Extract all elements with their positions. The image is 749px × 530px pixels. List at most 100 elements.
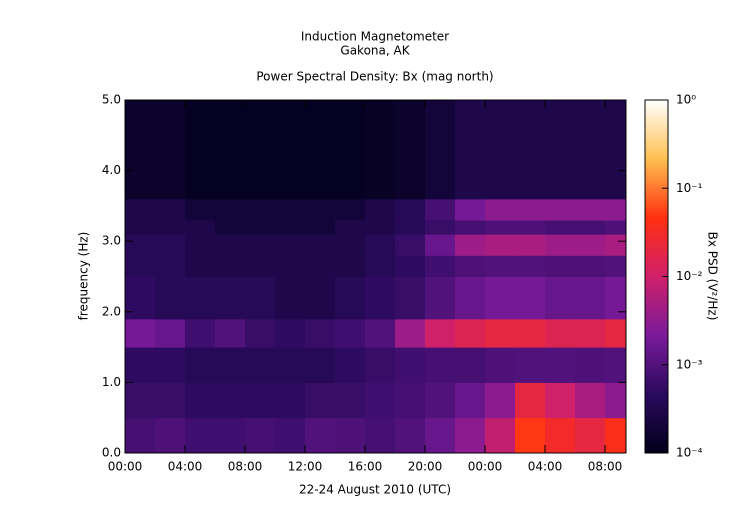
heatmap-cell [275,318,306,348]
heatmap-cell [605,255,626,277]
heatmap-cell [155,100,186,200]
heatmap-cell [335,220,366,235]
y-axis-label: frequency (Hz) [77,232,91,321]
x-tick-label: 08:00 [588,460,623,474]
heatmap-cell [305,318,336,348]
x-tick-label: 04:00 [168,460,203,474]
heatmap-cell [575,276,606,320]
heatmap-cell [125,100,156,200]
heatmap-cell [575,347,606,383]
heatmap-cell [425,347,456,383]
x-axis-label: 22-24 August 2010 (UTC) [299,483,451,497]
heatmap-cell [605,318,626,348]
heatmap-cell [395,276,426,320]
heatmap-cell [155,417,186,453]
colorbar-tick-label: 10⁰ [676,93,696,107]
heatmap-cell [395,220,426,235]
heatmap-cell [425,198,456,221]
heatmap-cell [455,198,486,221]
heatmap-cell [125,382,156,419]
heatmap-cell [515,347,546,383]
x-tick-label: 20:00 [408,460,443,474]
heatmap-cell [245,318,276,348]
heatmap-cell [125,417,156,453]
heatmap-cell [335,234,366,256]
y-tick-label: 3.0 [102,234,121,248]
heatmap-cell [215,318,246,348]
heatmap-cell [575,417,606,453]
chart-subtitle: Gakona, AK [340,44,410,58]
heatmap-cell [215,100,246,200]
heatmap-cell [605,382,626,419]
heatmap-cell [125,198,156,221]
heatmap-cell [335,255,366,277]
x-tick-label: 04:00 [528,460,563,474]
heatmap-cell [335,417,366,453]
heatmap-cell [425,417,456,453]
heatmap-cell [185,220,216,235]
heatmap-cell [575,198,606,221]
heatmap-cell [245,255,276,277]
heatmap-cell [395,198,426,221]
heatmap-cell [305,255,336,277]
heatmap-cell [335,276,366,320]
heatmap-cell [575,234,606,256]
heatmap-cell [605,198,626,221]
colorbar-tick-label: 10⁻⁴ [676,446,703,460]
heatmap-cell [125,255,156,277]
heatmap-cell [485,347,516,383]
heatmap-cell [185,276,216,320]
heatmap-cell [425,100,456,200]
heatmap-cell [485,220,516,235]
heatmap-cell [215,234,246,256]
heatmap-cell [365,318,396,348]
heatmap-cell [155,255,186,277]
heatmap-cell [485,255,516,277]
heatmap-cell [275,255,306,277]
heatmap-cell [605,276,626,320]
heatmap-cell [155,276,186,320]
heatmap-cell [365,347,396,383]
heatmap-cell [335,100,366,200]
heatmap-cell [275,347,306,383]
heatmap-cell [245,100,276,200]
heatmap-cell [425,318,456,348]
heatmap-cell [365,220,396,235]
heatmap-cell [455,255,486,277]
heatmap-cell [395,255,426,277]
heatmap-cell [425,382,456,419]
heatmap-cell [425,234,456,256]
heatmap-cell [455,100,486,200]
chart-subtitle: Power Spectral Density: Bx (mag north) [256,70,493,84]
heatmap-cell [155,347,186,383]
heatmap-cell [545,234,576,256]
heatmap-cell [185,100,216,200]
heatmap-cell [515,417,546,453]
heatmap-cell [605,417,626,453]
x-tick-label: 00:00 [468,460,503,474]
heatmap-cell [185,318,216,348]
heatmap-cell [365,276,396,320]
heatmap-cell [545,276,576,320]
heatmap-cell [395,318,426,348]
heatmap-cell [275,198,306,221]
heatmap-cell [335,318,366,348]
heatmap-cell [515,100,546,200]
heatmap-cell [125,234,156,256]
heatmap-cell [305,382,336,419]
heatmap-cell [215,255,246,277]
heatmap-cell [515,234,546,256]
x-tick-label: 12:00 [288,460,323,474]
colorbar-label: Bx PSD (V²/Hz) [706,232,720,321]
heatmap-cell [605,234,626,256]
heatmap-cell [215,347,246,383]
heatmap-cell [125,220,156,235]
heatmap-cell [395,234,426,256]
heatmap-cell [575,318,606,348]
heatmap-cell [515,198,546,221]
heatmap-cell [155,220,186,235]
heatmap-cell [395,100,426,200]
y-tick-label: 2.0 [102,304,121,318]
heatmap-cell [515,220,546,235]
